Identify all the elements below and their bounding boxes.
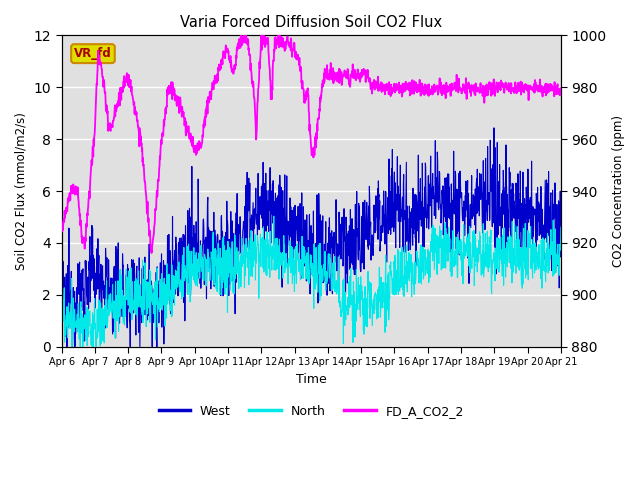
- Y-axis label: Soil CO2 Flux (mmol/m2/s): Soil CO2 Flux (mmol/m2/s): [15, 112, 28, 270]
- Text: VR_fd: VR_fd: [74, 47, 112, 60]
- Y-axis label: CO2 Concentration (ppm): CO2 Concentration (ppm): [612, 115, 625, 267]
- Legend: West, North, FD_A_CO2_2: West, North, FD_A_CO2_2: [154, 400, 469, 423]
- Title: Varia Forced Diffusion Soil CO2 Flux: Varia Forced Diffusion Soil CO2 Flux: [180, 15, 442, 30]
- X-axis label: Time: Time: [296, 372, 326, 386]
